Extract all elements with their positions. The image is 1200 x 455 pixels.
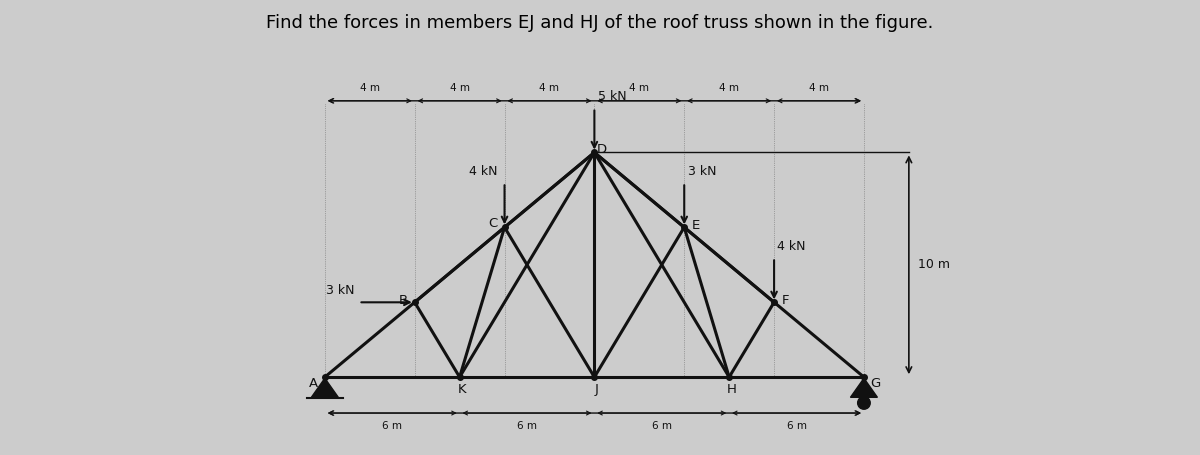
Text: 4 m: 4 m [719, 83, 739, 93]
Polygon shape [851, 378, 877, 397]
Text: 4 m: 4 m [450, 83, 469, 93]
Text: 5 kN: 5 kN [598, 90, 626, 103]
Circle shape [858, 397, 870, 409]
Text: 4 m: 4 m [629, 83, 649, 93]
Text: 4 kN: 4 kN [469, 165, 498, 178]
Text: 6 m: 6 m [786, 421, 806, 431]
Text: 6 m: 6 m [517, 421, 536, 431]
Text: 4 m: 4 m [540, 83, 559, 93]
Text: F: F [781, 293, 790, 307]
Text: 3 kN: 3 kN [325, 283, 354, 297]
Text: K: K [457, 383, 466, 396]
Text: D: D [598, 142, 607, 156]
Text: H: H [726, 383, 737, 396]
Text: B: B [398, 293, 408, 307]
Text: Find the forces in members EJ and HJ of the roof truss shown in the figure.: Find the forces in members EJ and HJ of … [266, 14, 934, 32]
Text: G: G [870, 377, 881, 390]
Text: 10 m: 10 m [918, 258, 950, 271]
Text: E: E [691, 218, 700, 232]
Text: 6 m: 6 m [652, 421, 672, 431]
Text: 4 kN: 4 kN [778, 240, 806, 253]
Text: J: J [595, 383, 599, 396]
Text: 4 m: 4 m [809, 83, 829, 93]
Text: 6 m: 6 m [383, 421, 402, 431]
Text: 3 kN: 3 kN [688, 165, 716, 178]
Text: 4 m: 4 m [360, 83, 379, 93]
Text: C: C [488, 217, 498, 230]
Polygon shape [311, 378, 338, 397]
Text: A: A [310, 377, 318, 390]
